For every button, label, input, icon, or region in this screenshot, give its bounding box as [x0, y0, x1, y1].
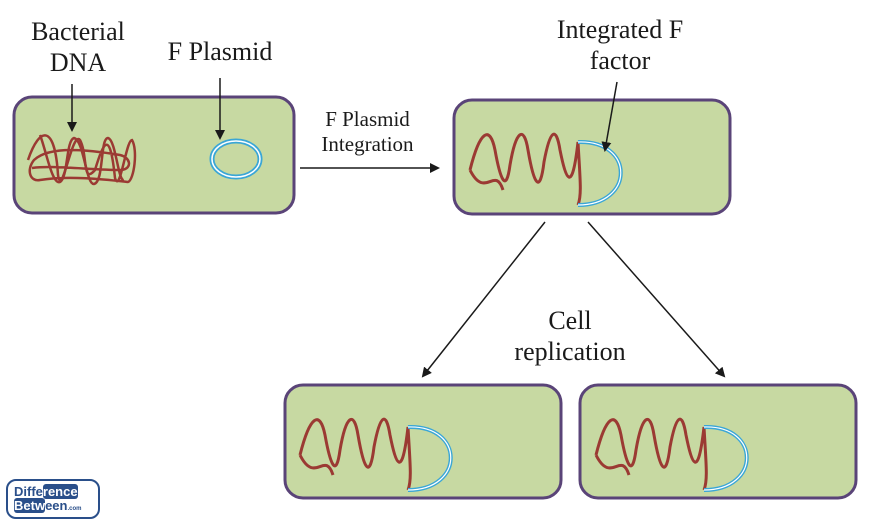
- replication-arrow-left: [421, 221, 546, 378]
- cell-replication-label: Cell replication: [500, 305, 640, 367]
- integration-label-line2: Integration: [321, 132, 414, 157]
- integration-label: F Plasmid Integration: [300, 107, 435, 157]
- logo-line2: Between.com: [14, 498, 82, 513]
- chromosome-dna: [468, 132, 582, 206]
- bacterial-dna-tangle: [26, 134, 137, 184]
- bacterial-dna-label-line1: Bacterial: [31, 17, 125, 46]
- f-plasmid-label: F Plasmid: [150, 36, 290, 67]
- bacterial-cell-with-plasmid: [12, 95, 296, 215]
- difference-between-logo: Difference Between.com: [6, 479, 100, 519]
- cell-replication-label-line1: Cell: [548, 306, 592, 335]
- f-plasmid-label-text: F Plasmid: [167, 37, 273, 66]
- f-factor-pointer-arrow: [601, 81, 618, 152]
- integrated-f-factor-arc-inner: [407, 426, 452, 491]
- chromosome-dna: [298, 417, 412, 491]
- daughter-cell-left: [283, 383, 563, 500]
- chromosome-dna: [594, 417, 708, 491]
- cell-membrane: [452, 98, 732, 216]
- cell-membrane: [283, 383, 563, 500]
- cell-replication-label-line2: replication: [514, 337, 626, 367]
- bacterial-cell-integrated: [452, 98, 732, 216]
- integrated-f-factor-arc-inner: [703, 426, 748, 491]
- cell-membrane: [578, 383, 858, 500]
- bacterial-dna-label-line2: DNA: [49, 48, 107, 78]
- bacterial-dna-label: Bacterial DNA: [18, 16, 138, 78]
- cell-membrane: [12, 95, 296, 215]
- daughter-cell-right: [578, 383, 858, 500]
- integrated-f-factor-arc-inner: [577, 141, 622, 206]
- integrated-f-factor-label-line2: factor: [589, 46, 651, 76]
- bacterial-dna-loops: [38, 134, 126, 186]
- integrated-f-factor-label-line1: Integrated F: [556, 15, 684, 44]
- replication-arrow-right: [587, 221, 726, 378]
- f-plasmid-ring-inner: [211, 140, 261, 178]
- integration-label-line1: F Plasmid: [325, 107, 410, 131]
- integrated-f-factor-label: Integrated F factor: [535, 14, 705, 76]
- logo-line1: Difference: [14, 484, 78, 499]
